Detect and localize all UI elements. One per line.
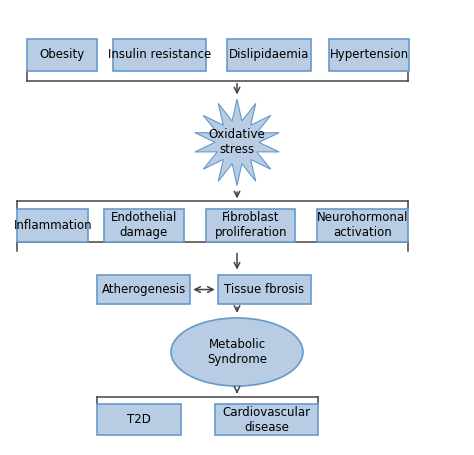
Text: Cardiovascular
disease: Cardiovascular disease bbox=[222, 406, 310, 434]
FancyBboxPatch shape bbox=[97, 404, 181, 435]
FancyBboxPatch shape bbox=[317, 209, 408, 242]
Text: Hypertension: Hypertension bbox=[329, 49, 409, 61]
Text: Endothelial
damage: Endothelial damage bbox=[110, 211, 177, 239]
FancyBboxPatch shape bbox=[329, 39, 409, 71]
Text: Atherogenesis: Atherogenesis bbox=[101, 283, 186, 296]
Text: Neurohormonal
activation: Neurohormonal activation bbox=[316, 211, 408, 239]
Text: Oxidative
stress: Oxidative stress bbox=[209, 128, 265, 157]
FancyBboxPatch shape bbox=[113, 39, 206, 71]
Text: Inflammation: Inflammation bbox=[13, 219, 92, 232]
FancyBboxPatch shape bbox=[215, 404, 318, 435]
Text: T2D: T2D bbox=[127, 413, 151, 426]
FancyBboxPatch shape bbox=[97, 275, 191, 304]
FancyBboxPatch shape bbox=[27, 39, 97, 71]
Text: Obesity: Obesity bbox=[39, 49, 84, 61]
Text: Tissue fbrosis: Tissue fbrosis bbox=[224, 283, 304, 296]
Text: Fibroblast
proliferation: Fibroblast proliferation bbox=[214, 211, 287, 239]
FancyBboxPatch shape bbox=[206, 209, 295, 242]
FancyBboxPatch shape bbox=[18, 209, 88, 242]
Text: Insulin resistance: Insulin resistance bbox=[108, 49, 211, 61]
Text: Dislipidaemia: Dislipidaemia bbox=[228, 49, 309, 61]
Ellipse shape bbox=[171, 318, 303, 386]
FancyBboxPatch shape bbox=[218, 275, 311, 304]
Text: Metabolic
Syndrome: Metabolic Syndrome bbox=[207, 338, 267, 366]
FancyBboxPatch shape bbox=[104, 209, 183, 242]
Polygon shape bbox=[195, 99, 279, 186]
FancyBboxPatch shape bbox=[227, 39, 311, 71]
